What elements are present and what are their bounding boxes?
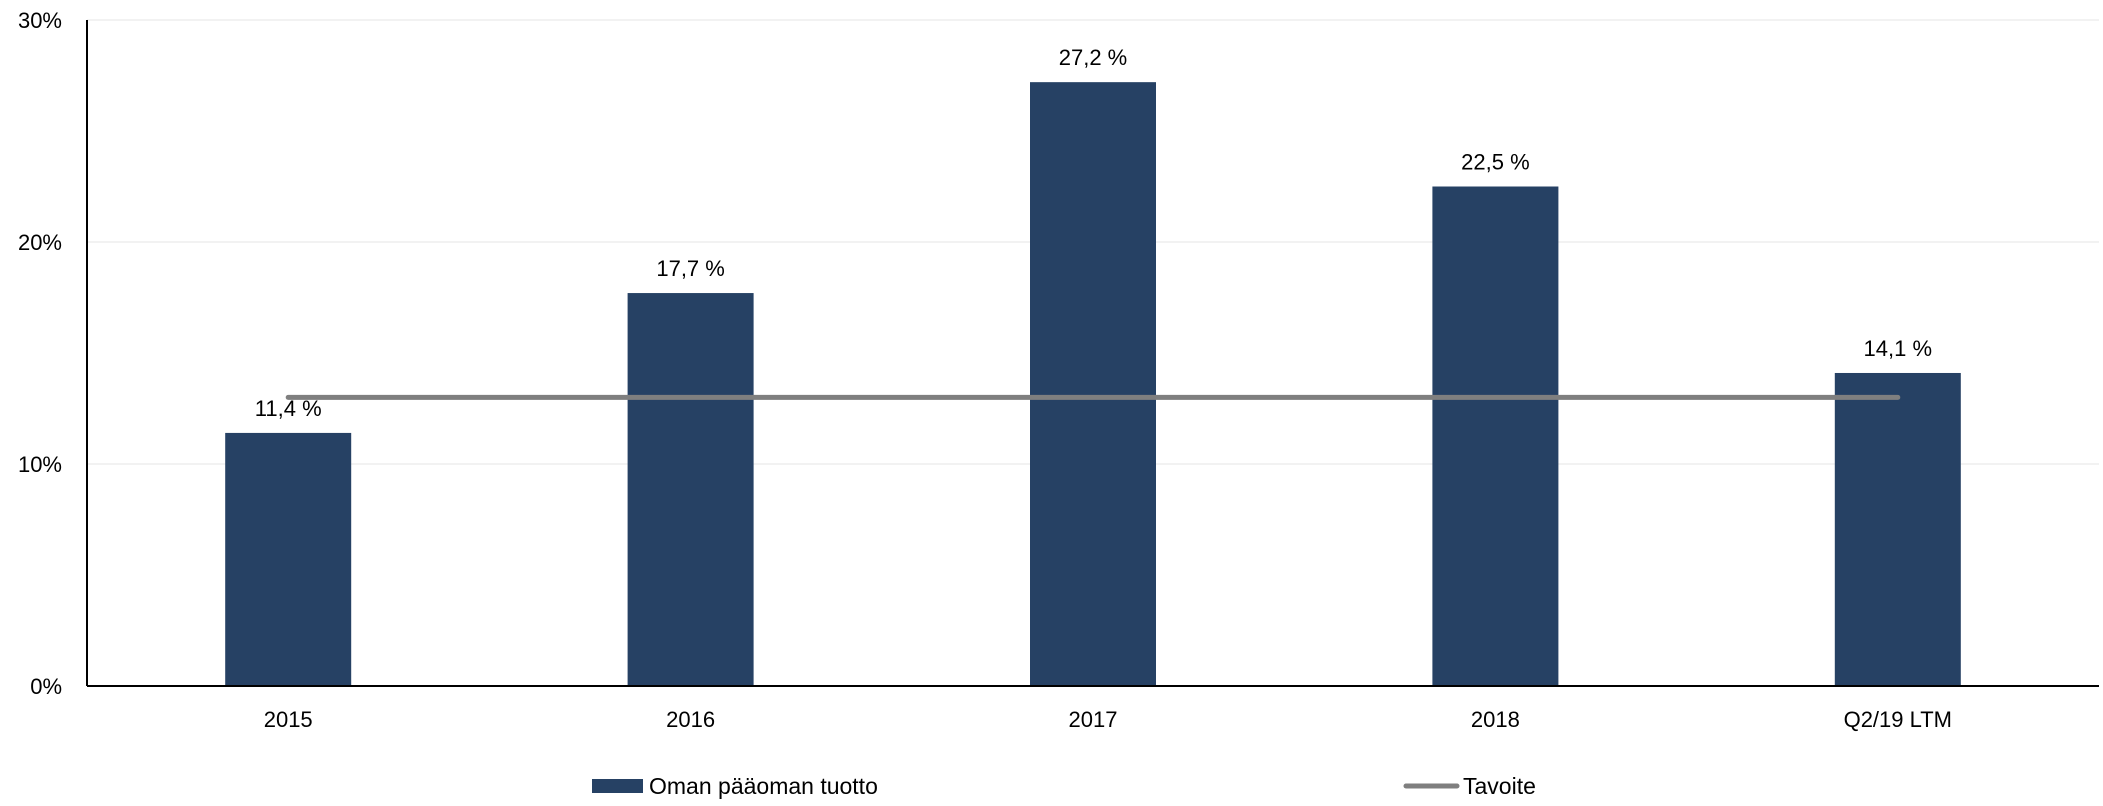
legend-bar-label: Oman pääoman tuotto (649, 773, 878, 799)
y-tick-label: 10% (18, 452, 62, 477)
x-tick-label: Q2/19 LTM (1844, 707, 1952, 732)
x-tick-label: 2016 (666, 707, 715, 732)
axes (86, 20, 2099, 687)
x-tick-label: 2018 (1471, 707, 1520, 732)
bar-data-label: 14,1 % (1864, 336, 1933, 361)
legend: Oman pääoman tuotto Tavoite (592, 773, 1536, 799)
bar (1834, 372, 1961, 686)
bar-series (225, 82, 1961, 686)
bar (225, 432, 352, 686)
y-axis-ticks: 0% 10% 20% 30% (18, 8, 62, 699)
x-axis-ticks: 2015 2016 2017 2018 Q2/19 LTM (264, 707, 1952, 732)
y-tick-label: 0% (30, 674, 62, 699)
bar (1030, 82, 1156, 686)
bar-data-label: 27,2 % (1059, 45, 1128, 70)
legend-bar-swatch (592, 779, 643, 793)
bar-data-label: 22,5 % (1461, 150, 1530, 175)
x-tick-label: 2015 (264, 707, 313, 732)
legend-line-label: Tavoite (1463, 773, 1536, 799)
data-labels: 11,4 % 17,7 % 27,2 % 22,5 % 14,1 % (255, 45, 1932, 421)
y-tick-label: 30% (18, 8, 62, 33)
bar-data-label: 17,7 % (656, 256, 725, 281)
bar (627, 293, 754, 686)
bar (1432, 186, 1559, 686)
y-tick-label: 20% (18, 230, 62, 255)
bar-data-label: 11,4 % (255, 396, 322, 421)
x-tick-label: 2017 (1069, 707, 1118, 732)
